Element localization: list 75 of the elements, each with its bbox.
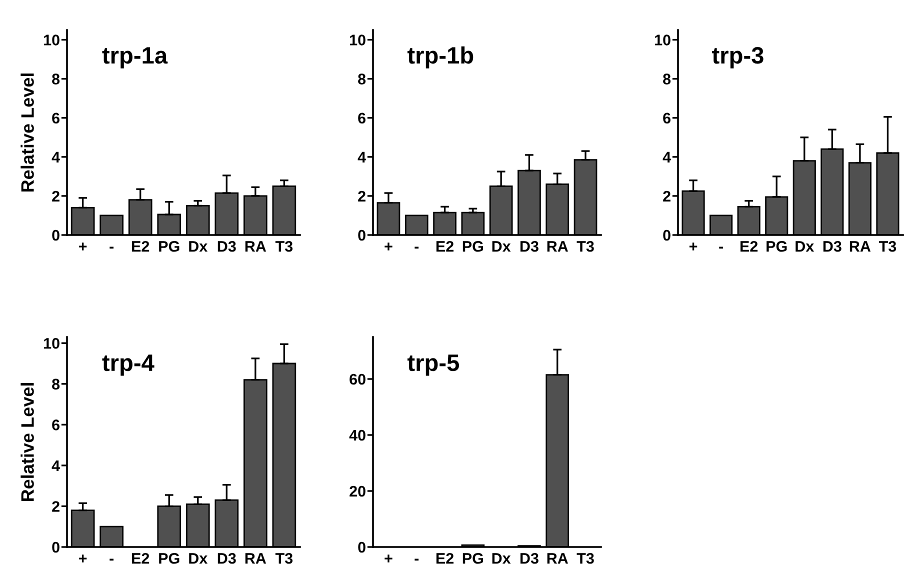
- y-tick-label: 40: [349, 430, 366, 441]
- x-tick-label: +: [384, 554, 392, 562]
- y-tick-label: 2: [52, 501, 60, 512]
- y-tick-label: 4: [52, 152, 60, 162]
- x-tick-label: T3: [275, 240, 293, 252]
- y-tick-label: 0: [358, 230, 366, 241]
- x-tick-label: Dx: [189, 241, 208, 252]
- x-tick-label: Dx: [189, 553, 208, 564]
- y-tick-label: 6: [52, 112, 60, 124]
- y-tick-label: 10: [44, 34, 60, 46]
- x-tick-label: -: [719, 246, 723, 249]
- y-tick-label: 0: [52, 230, 60, 241]
- y-tick-label: 6: [52, 420, 60, 430]
- y-tick-label: 4: [662, 152, 671, 162]
- x-tick-label: PG: [159, 552, 180, 564]
- x-tick-label: +: [689, 242, 698, 250]
- x-tick-label: E2: [436, 552, 454, 564]
- y-tick-label: 10: [44, 338, 60, 349]
- y-tick-label: 2: [358, 190, 366, 202]
- x-tick-label: RA: [245, 241, 266, 252]
- y-tick-label: 0: [52, 542, 60, 553]
- x-tick-label: Dx: [796, 241, 814, 252]
- y-tick-label: 2: [663, 190, 670, 202]
- x-tick-label: E2: [436, 240, 454, 252]
- y-tick-label: 0: [358, 542, 366, 553]
- x-tick-label: E2: [132, 552, 150, 564]
- x-tick-label: T3: [878, 240, 896, 252]
- x-tick-label: D3: [520, 240, 538, 252]
- x-tick-label: +: [79, 554, 87, 562]
- x-tick-label: E2: [740, 240, 758, 252]
- y-tick-label: 60: [350, 374, 366, 385]
- x-tick-label: -: [110, 246, 114, 249]
- y-tick-label: 10: [655, 34, 670, 46]
- x-tick-label: +: [384, 242, 392, 250]
- text: trp-1a: [102, 47, 168, 68]
- x-tick-label: -: [414, 558, 419, 561]
- y-tick-label: 4: [52, 460, 60, 471]
- y-axis-title: Relative Level: [20, 74, 34, 192]
- x-tick-label: E2: [132, 240, 150, 252]
- y-tick-label: 20: [350, 486, 366, 497]
- text: trp-1b: [407, 46, 474, 68]
- x-tick-label: -: [414, 246, 419, 249]
- x-tick-label: T3: [576, 552, 594, 564]
- y-tick-label: 8: [52, 74, 60, 84]
- x-tick-label: RA: [245, 553, 266, 564]
- x-tick-label: PG: [159, 240, 180, 252]
- x-tick-label: D3: [218, 240, 236, 252]
- x-tick-label: T3: [576, 240, 594, 252]
- y-tick-label: 0: [663, 230, 670, 241]
- y-tick-label: 4: [358, 152, 366, 162]
- x-tick-label: +: [79, 242, 87, 250]
- y-tick-label: 6: [663, 112, 671, 124]
- x-tick-label: Dx: [492, 241, 511, 252]
- y-tick-label: 2: [52, 190, 60, 202]
- x-tick-label: RA: [547, 553, 568, 564]
- text: trp-5: [407, 354, 460, 376]
- y-tick-label: 8: [52, 378, 60, 390]
- text: trp-3: [712, 47, 764, 68]
- y-tick-label: 6: [358, 112, 366, 124]
- x-tick-label: Dx: [492, 553, 511, 564]
- x-tick-label: PG: [766, 240, 787, 252]
- x-tick-label: D3: [823, 240, 842, 252]
- x-tick-label: D3: [520, 552, 538, 564]
- x-tick-label: RA: [850, 241, 871, 252]
- text: trp-4: [102, 354, 154, 376]
- x-tick-label: T3: [275, 552, 293, 564]
- x-tick-label: -: [110, 558, 114, 561]
- y-tick-label: 10: [350, 34, 366, 46]
- y-tick-label: 8: [663, 74, 671, 84]
- y-tick-label: 8: [358, 74, 366, 84]
- x-tick-label: PG: [462, 240, 484, 252]
- x-tick-label: PG: [462, 552, 484, 564]
- x-tick-label: RA: [547, 241, 568, 252]
- x-tick-label: D3: [218, 552, 236, 564]
- y-axis-title: Relative Level: [20, 383, 34, 502]
